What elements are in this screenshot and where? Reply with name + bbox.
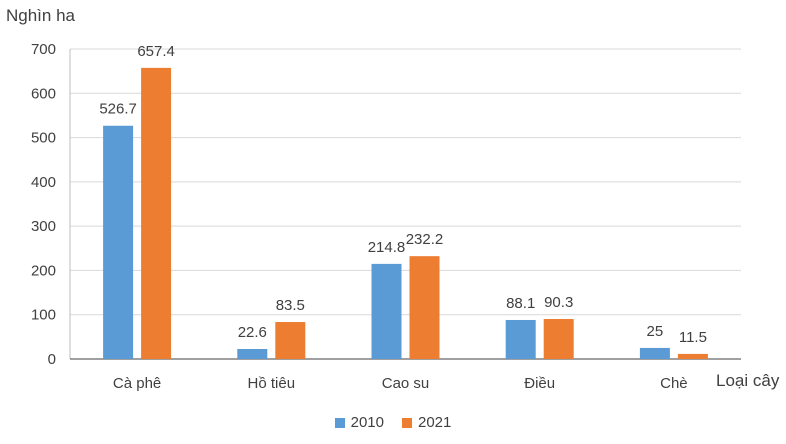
y-tick-label-500: 500 <box>31 130 56 147</box>
data-label-2021-3: 90.3 <box>544 294 573 311</box>
legend-item-2010: 2010 <box>334 414 384 431</box>
x-tick-label-4: Chè <box>660 375 688 392</box>
x-axis-title: Loại cây <box>716 371 780 390</box>
data-label-2010-2: 214.8 <box>368 239 406 256</box>
bar-2021-1 <box>275 322 306 359</box>
legend-swatch-2010 <box>334 417 345 428</box>
data-label-2021-0: 657.4 <box>137 43 175 60</box>
bar-2010-2 <box>371 263 402 359</box>
bar-2010-3 <box>505 319 536 359</box>
data-label-2021-2: 232.2 <box>406 231 444 248</box>
x-tick-label-1: Hồ tiêu <box>248 375 296 392</box>
y-tick-label-700: 700 <box>31 41 56 58</box>
bar-2010-0 <box>103 125 134 359</box>
x-tick-label-2: Cao su <box>382 375 430 392</box>
y-axis-title: Nghìn ha <box>6 6 75 25</box>
data-label-2010-3: 88.1 <box>506 295 535 312</box>
y-tick-label-0: 0 <box>48 351 56 368</box>
legend-item-2021: 2021 <box>402 414 451 431</box>
legend: 2010 2021 <box>0 414 786 431</box>
legend-label-2010: 2010 <box>350 414 384 431</box>
bar-2021-4 <box>677 353 708 359</box>
bar-2010-4 <box>639 347 670 359</box>
bar-2021-2 <box>409 256 440 359</box>
legend-label-2021: 2021 <box>418 414 452 431</box>
data-label-2021-1: 83.5 <box>276 297 305 314</box>
y-tick-label-100: 100 <box>31 307 56 324</box>
bar-2021-0 <box>141 67 172 359</box>
x-tick-label-0: Cà phê <box>113 375 161 392</box>
data-label-2010-0: 526.7 <box>99 101 137 118</box>
bar-2021-3 <box>543 319 574 359</box>
data-label-2021-4: 11.5 <box>679 329 707 346</box>
data-label-2010-1: 22.6 <box>238 324 267 341</box>
y-tick-label-400: 400 <box>31 174 56 191</box>
y-tick-label-200: 200 <box>31 262 56 279</box>
data-label-2010-4: 25 <box>647 323 664 340</box>
bar-2010-1 <box>237 348 268 359</box>
x-tick-label-3: Điều <box>524 375 555 392</box>
legend-swatch-2021 <box>402 417 412 428</box>
y-tick-label-300: 300 <box>31 218 56 235</box>
y-tick-label-600: 600 <box>31 85 56 102</box>
